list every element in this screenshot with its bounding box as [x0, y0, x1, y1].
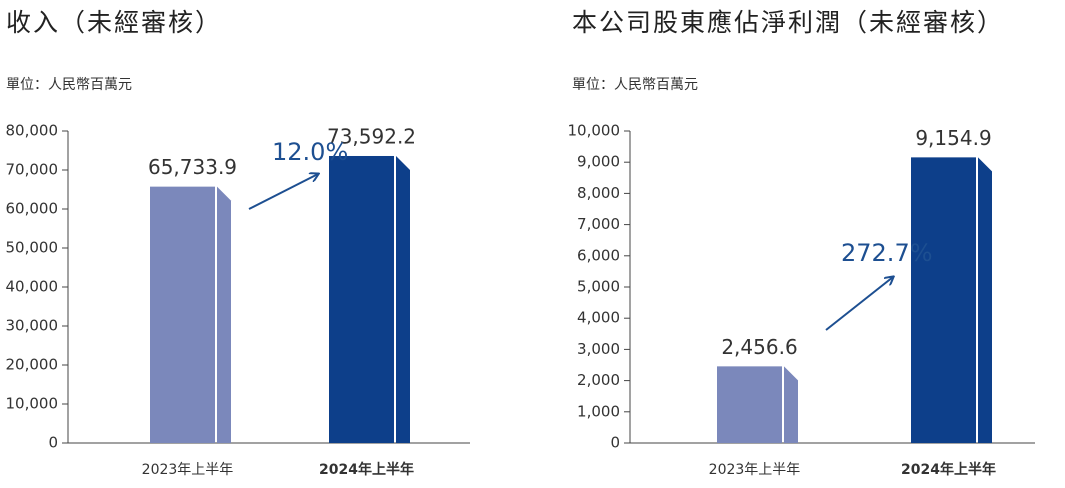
y-tick-label: 80,000: [6, 122, 59, 140]
value-label: 65,733.9: [148, 155, 237, 179]
bar: [150, 186, 215, 443]
growth-arrow: [825, 277, 893, 331]
growth-arrow: [248, 174, 318, 210]
bar-side: [217, 186, 231, 443]
y-tick-label: 50,000: [6, 239, 59, 257]
chart-subtitle: 單位：人民幣百萬元: [572, 77, 698, 93]
bar-side: [784, 366, 798, 443]
y-tick-label: 4,000: [577, 309, 620, 327]
x-tick-label: 2023年上半年: [709, 462, 801, 478]
x-tick-label: 2023年上半年: [142, 462, 234, 478]
y-tick-label: 10,000: [6, 395, 59, 413]
growth-annotation: 12.0%: [272, 138, 348, 166]
y-tick-label: 1,000: [577, 402, 620, 420]
value-label: 2,456.6: [721, 335, 797, 359]
y-tick-label: 60,000: [6, 200, 59, 218]
growth-annotation: 272.7%: [841, 239, 933, 267]
y-tick-label: 0: [48, 434, 58, 452]
y-tick-label: 6,000: [577, 246, 620, 264]
bar: [717, 366, 782, 443]
y-tick-label: 7,000: [577, 215, 620, 233]
y-tick-label: 9,000: [577, 153, 620, 171]
bar: [329, 155, 394, 443]
y-tick-label: 10,000: [568, 122, 621, 140]
y-tick-label: 70,000: [6, 161, 59, 179]
chart-subtitle: 單位：人民幣百萬元: [6, 77, 132, 93]
bar: [911, 157, 976, 443]
value-label: 9,154.9: [915, 126, 991, 150]
x-tick-label: 2024年上半年: [319, 461, 414, 478]
value-label: 73,592.2: [327, 124, 416, 148]
chart-title: 本公司股東應佔淨利潤（未經審核）: [572, 8, 1004, 37]
y-tick-label: 5,000: [577, 278, 620, 296]
y-tick-label: 20,000: [6, 356, 59, 374]
y-tick-label: 30,000: [6, 317, 59, 335]
x-tick-label: 2024年上半年: [901, 461, 996, 478]
bar-side: [978, 157, 992, 443]
y-tick-label: 0: [610, 434, 620, 452]
bar-side: [396, 155, 410, 443]
y-tick-label: 3,000: [577, 340, 620, 358]
y-tick-label: 2,000: [577, 371, 620, 389]
chart-title: 收入（未經審核）: [6, 8, 222, 37]
y-tick-label: 40,000: [6, 278, 59, 296]
y-tick-label: 8,000: [577, 184, 620, 202]
